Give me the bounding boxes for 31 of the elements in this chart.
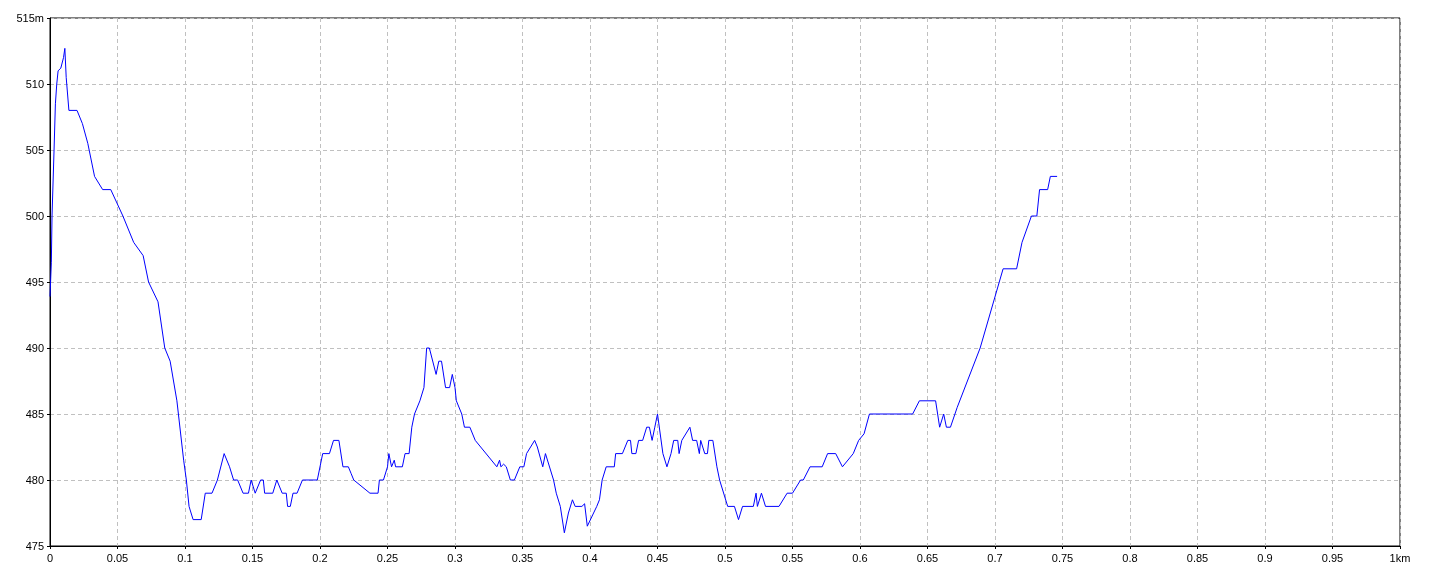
x-tick-label: 0.5: [717, 551, 733, 564]
x-tick-label: 0.65: [916, 551, 939, 564]
x-tick-label: 1km: [1389, 551, 1411, 564]
y-tick-label: 490: [25, 342, 44, 354]
x-tick-label: 0.15: [241, 551, 264, 564]
x-tick-label: 0.95: [1321, 551, 1344, 564]
x-tick-label: 0.9: [1257, 551, 1273, 564]
x-tick-label: 0.8: [1122, 551, 1138, 564]
x-tick-label: 0.3: [447, 551, 463, 564]
y-tick-label: 515m: [16, 12, 44, 24]
x-tick-label: 0.4: [582, 551, 598, 564]
y-tick-label: 500: [25, 210, 44, 222]
x-tick-label: 0.45: [646, 551, 669, 564]
y-tick-label: 505: [25, 144, 44, 156]
x-tick-label: 0.25: [376, 551, 399, 564]
x-tick-label: 0.7: [987, 551, 1003, 564]
y-tick-label: 495: [25, 276, 44, 288]
x-tick-label: 0.1: [177, 551, 193, 564]
x-tick-label: 0.6: [852, 551, 868, 564]
y-tick-label: 485: [25, 408, 44, 420]
x-tick-label: 0.85: [1186, 551, 1209, 564]
x-tick-label: 0.2: [312, 551, 328, 564]
x-tick-label: 0.35: [511, 551, 534, 564]
y-tick-label: 475: [25, 540, 44, 552]
x-tick-label: 0: [46, 551, 54, 564]
y-tick-label: 480: [25, 474, 44, 486]
x-tick-label: 0.55: [781, 551, 804, 564]
x-tick-label: 0.75: [1051, 551, 1074, 564]
y-tick-label: 510: [25, 78, 44, 90]
line-series: [49, 47, 1058, 534]
x-tick-label: 0.05: [106, 551, 129, 564]
